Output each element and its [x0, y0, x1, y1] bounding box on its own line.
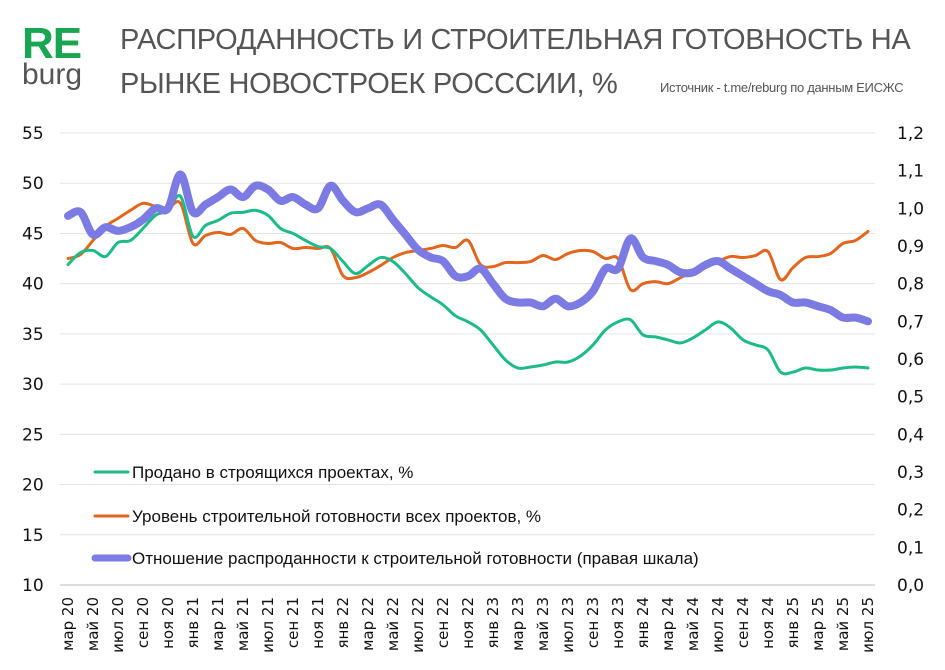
y-left-tick-label: 25	[22, 425, 44, 445]
x-tick-label: сен 21	[284, 597, 302, 648]
x-tick-label: янв 23	[484, 597, 502, 649]
title-line-1: РАСПРОДАННОСТЬ И СТРОИТЕЛЬНАЯ ГОТОВНОСТЬ…	[120, 24, 911, 56]
y-right-tick-label: 0,0	[897, 576, 924, 596]
x-tick-label: июл 22	[409, 597, 427, 653]
y-right-tick-label: 0,4	[897, 425, 924, 445]
legend-label: Продано в строящихся проектах, %	[132, 463, 413, 482]
y-right-tick-label: 0,3	[897, 463, 924, 483]
y-left-tick-label: 55	[22, 124, 44, 144]
x-tick-label: ноя 24	[759, 597, 777, 649]
y-left-tick-label: 45	[22, 224, 44, 244]
x-tick-label: май 21	[234, 597, 252, 651]
x-tick-label: июл 24	[709, 597, 727, 653]
y-right-tick-label: 0,1	[897, 538, 924, 558]
title-line-2: РЫНКЕ НОВОСТРОЕК РОСССИИ, %	[120, 68, 618, 100]
x-tick-label: сен 24	[734, 597, 752, 648]
x-tick-label: янв 21	[184, 597, 202, 649]
legend-label: Уровень строительной готовности всех про…	[132, 507, 541, 526]
x-tick-label: ноя 21	[309, 597, 327, 649]
source-note: Источник - t.me/reburg по данным ЕИСЖС	[660, 80, 904, 95]
logo: RE burg	[22, 22, 82, 90]
x-tick-label: июл 21	[259, 597, 277, 653]
series-line-readiness	[66, 200, 870, 293]
y-right-tick-label: 1,1	[897, 162, 924, 182]
x-tick-label: ноя 23	[609, 597, 627, 649]
x-tick-label: мар 24	[659, 597, 677, 651]
x-tick-label: мар 23	[509, 597, 527, 651]
y-right-tick-label: 0,5	[897, 388, 924, 408]
x-tick-label: сен 22	[434, 597, 452, 648]
y-left-tick-label: 40	[22, 275, 44, 295]
y-right-tick-label: 0,8	[897, 275, 924, 295]
x-tick-label: мар 20	[59, 597, 77, 651]
y-left-tick-label: 50	[22, 174, 44, 194]
x-tick-label: май 23	[534, 597, 552, 651]
x-tick-label: июл 20	[109, 597, 127, 653]
x-tick-label: май 20	[84, 597, 102, 651]
x-tick-label: ноя 20	[159, 597, 177, 649]
legend-label: Отношение распроданности к строительной …	[132, 549, 699, 568]
y-right-tick-label: 0,6	[897, 350, 924, 370]
x-tick-label: июл 23	[559, 597, 577, 653]
chart-title: РАСПРОДАННОСТЬ И СТРОИТЕЛЬНАЯ ГОТОВНОСТЬ…	[120, 18, 911, 106]
x-tick-label: сен 20	[134, 597, 152, 648]
logo-re: RE	[22, 19, 82, 68]
x-tick-label: май 24	[684, 597, 702, 651]
x-tick-label: июл 25	[859, 597, 877, 653]
y-right-tick-label: 1,2	[897, 124, 924, 144]
x-tick-label: янв 24	[634, 597, 652, 649]
y-left-tick-label: 10	[22, 576, 44, 596]
x-tick-label: май 22	[384, 597, 402, 651]
series-line-sold	[66, 194, 870, 376]
y-right-tick-label: 0,2	[897, 501, 924, 521]
x-tick-label: сен 23	[584, 597, 602, 648]
series-line-ratio	[64, 170, 872, 326]
y-right-tick-label: 0,9	[897, 237, 924, 257]
x-tick-label: ноя 22	[459, 597, 477, 649]
y-right-tick-label: 0,7	[897, 312, 924, 332]
x-tick-label: мар 21	[209, 597, 227, 651]
y-right-tick-label: 1,0	[897, 199, 924, 219]
y-left-tick-label: 35	[22, 325, 44, 345]
x-tick-label: янв 22	[334, 597, 352, 649]
logo-burg: burg	[22, 58, 83, 91]
x-tick-label: мар 25	[809, 597, 827, 651]
y-left-tick-label: 20	[22, 476, 44, 496]
y-left-tick-label: 30	[22, 375, 44, 395]
y-left-tick-label: 15	[22, 526, 44, 546]
x-tick-label: май 25	[834, 597, 852, 651]
x-tick-label: янв 25	[784, 597, 802, 649]
x-tick-label: мар 22	[359, 597, 377, 651]
